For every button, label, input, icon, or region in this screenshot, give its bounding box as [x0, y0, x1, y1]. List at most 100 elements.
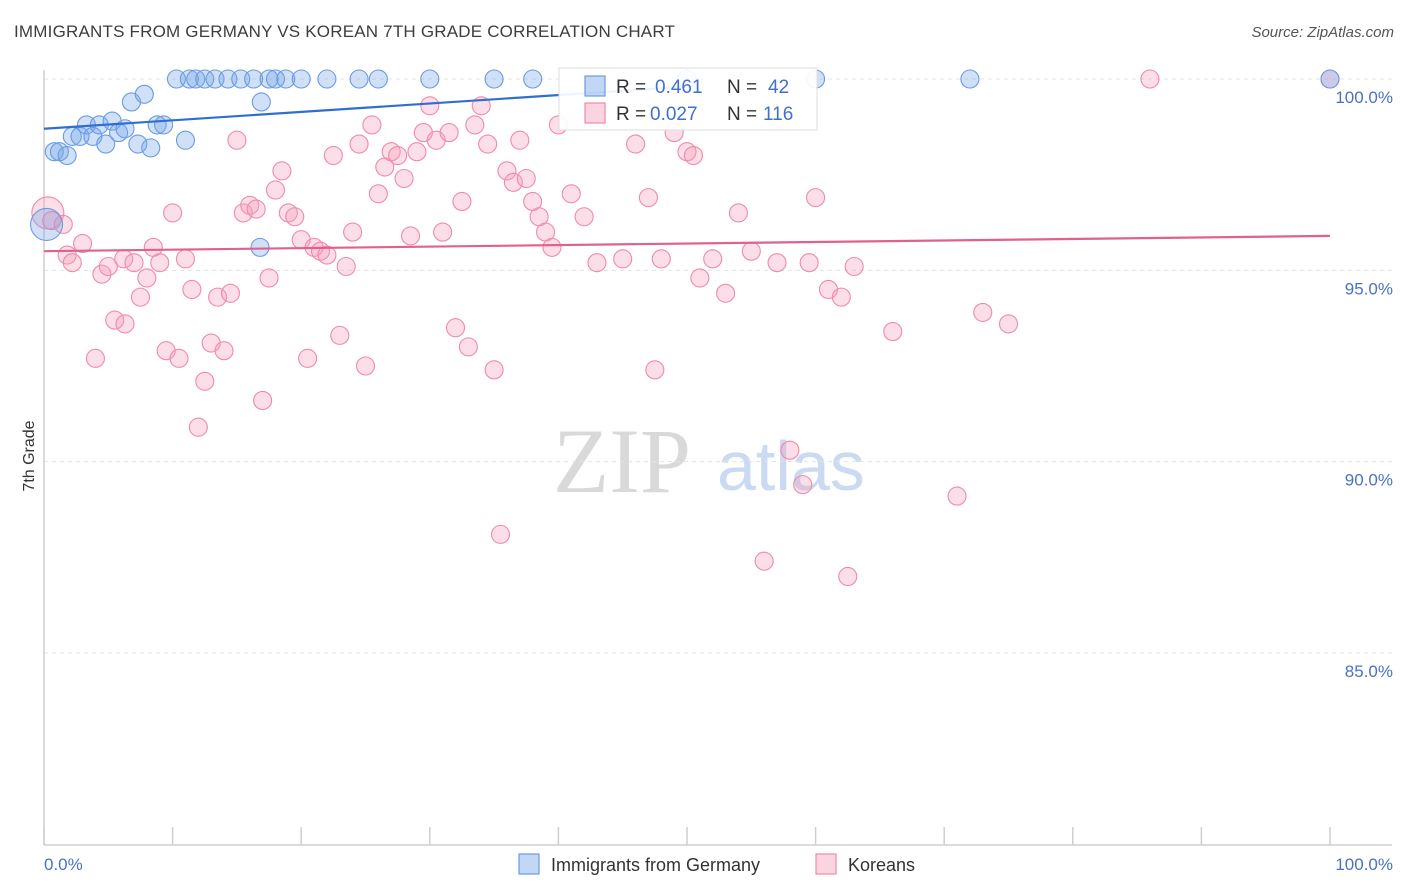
koreans-point	[484, 360, 504, 380]
koreans-point	[452, 191, 472, 212]
legend-r-label-germany: R =	[616, 77, 646, 98]
y-tick-label: 85.0%	[1345, 662, 1393, 681]
x-axis-ticks	[43, 827, 1331, 845]
koreans-point	[163, 203, 183, 223]
koreans-point	[208, 287, 228, 307]
germany-point	[175, 130, 196, 150]
gridlines	[44, 78, 1392, 654]
koreans-point	[516, 168, 536, 189]
germany-point	[179, 69, 199, 89]
germany-point	[960, 69, 980, 89]
legend-n-value-koreans: 116	[763, 104, 793, 125]
koreans-point	[561, 184, 581, 204]
koreans-point	[587, 253, 607, 273]
bottom-legend-swatch-koreans	[815, 853, 837, 875]
legend-n-label-koreans: N =	[727, 104, 757, 125]
germany-point	[128, 134, 148, 154]
koreans-point	[62, 253, 82, 273]
koreans-point	[214, 341, 234, 361]
germany-point	[251, 92, 271, 112]
y-tick-label: 100.0%	[1335, 88, 1393, 107]
koreans-point	[130, 287, 150, 307]
germany-point	[291, 69, 311, 89]
koreans-point	[175, 249, 196, 269]
germany-point	[44, 142, 64, 162]
koreans-point	[362, 115, 382, 135]
koreans-point	[394, 168, 414, 189]
germany-point	[259, 69, 279, 89]
koreans-point	[73, 233, 93, 254]
germany-point	[523, 69, 543, 89]
legend: R = 0.461 N = 42 R = 0.027 N = 116	[558, 67, 818, 131]
koreans-point	[844, 256, 864, 277]
bottom-legend-label-germany: Immigrants from Germany	[551, 855, 760, 875]
koreans-point	[883, 322, 903, 342]
legend-swatch-koreans	[584, 102, 606, 124]
koreans-point	[195, 371, 215, 391]
koreans-point	[503, 172, 523, 192]
koreans-point	[445, 318, 466, 338]
koreans-point	[298, 348, 318, 368]
koreans-point	[947, 486, 967, 506]
koreans-point	[317, 245, 337, 265]
x-tick-label-min: 0.0%	[44, 855, 83, 874]
koreans-point	[613, 249, 633, 269]
germany-point	[244, 69, 264, 89]
legend-r-value-germany: 0.461	[655, 77, 703, 98]
legend-r-label-koreans: R =	[616, 104, 646, 125]
koreans-point	[683, 145, 703, 166]
koreans-point	[703, 249, 723, 269]
germany-point	[317, 69, 337, 89]
koreans-point	[285, 207, 305, 227]
koreans-point	[220, 283, 241, 303]
germany-point	[276, 69, 296, 89]
bottom-legend-swatch-germany	[518, 853, 540, 875]
series-koreans	[31, 69, 1340, 587]
koreans-point	[137, 268, 157, 288]
germany-point	[484, 69, 504, 89]
koreans-point	[728, 203, 748, 223]
legend-n-value-germany: 42	[768, 77, 789, 98]
koreans-point	[265, 180, 286, 200]
koreans-point	[388, 145, 408, 166]
koreans-point	[433, 222, 453, 242]
germany-point	[141, 138, 161, 158]
koreans-point	[355, 356, 376, 376]
germany-point	[250, 237, 270, 257]
koreans-point	[124, 253, 144, 273]
koreans-point	[336, 256, 356, 277]
y-axis-title: 7th Grade	[21, 420, 38, 491]
koreans-point	[1140, 69, 1160, 89]
germany-point	[265, 69, 286, 89]
koreans-point	[638, 188, 658, 208]
koreans-point	[458, 337, 478, 357]
koreans-point	[542, 237, 562, 257]
germany-point	[134, 84, 154, 104]
koreans-point	[115, 314, 135, 334]
koreans-point	[253, 390, 273, 410]
koreans-point	[420, 96, 440, 116]
koreans-point	[246, 199, 266, 219]
koreans-point	[510, 130, 530, 150]
legend-r-value-koreans: 0.027	[650, 104, 698, 125]
germany-point	[1320, 69, 1340, 89]
source-label: Source: ZipAtlas.com	[1251, 24, 1394, 41]
koreans-point	[645, 360, 665, 380]
legend-box	[558, 67, 818, 131]
koreans-point	[478, 134, 498, 154]
koreans-point	[323, 145, 343, 166]
bottom-legend: Immigrants from Germany Koreans	[518, 853, 915, 875]
germany-point	[154, 115, 174, 135]
koreans-point	[188, 417, 208, 437]
koreans-point	[92, 264, 112, 284]
koreans-point	[85, 348, 105, 368]
legend-swatch-germany	[584, 75, 606, 97]
koreans-point	[105, 310, 125, 330]
koreans-point	[465, 115, 485, 135]
koreans-point	[330, 325, 350, 345]
koreans-point	[42, 211, 62, 231]
y-tick-label: 90.0%	[1345, 471, 1393, 490]
germany-point	[195, 69, 215, 89]
koreans-point	[497, 161, 517, 181]
